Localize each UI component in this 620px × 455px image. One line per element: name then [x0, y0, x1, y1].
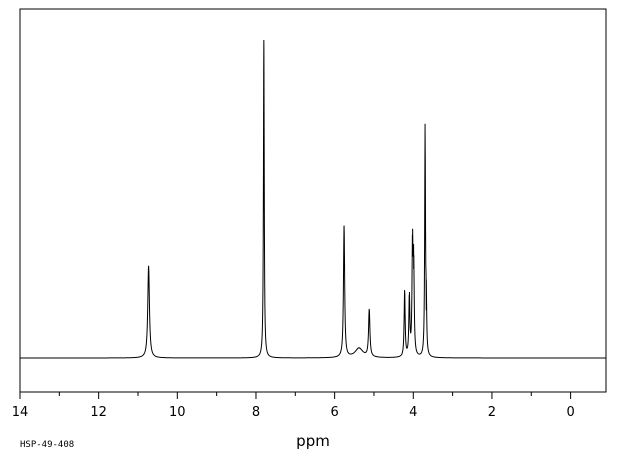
x-tick-label: 14	[12, 405, 29, 420]
x-tick-label: 2	[488, 405, 496, 420]
x-tick-label: 12	[90, 405, 107, 420]
x-axis-title: ppm	[296, 432, 330, 450]
x-tick-label: 0	[566, 405, 574, 420]
x-tick-label: 4	[409, 405, 417, 420]
x-tick-label: 10	[169, 405, 186, 420]
x-axis-ticks	[19, 392, 572, 399]
plot-frame	[19, 8, 607, 393]
spectrum-trace	[20, 39, 606, 359]
sample-id-label: HSP-49-408	[20, 440, 74, 450]
x-tick-label: 6	[330, 405, 338, 420]
x-tick-label: 8	[252, 405, 260, 420]
x-axis-tick-labels: 14 12 10 8 6 4 2 0	[12, 405, 575, 420]
